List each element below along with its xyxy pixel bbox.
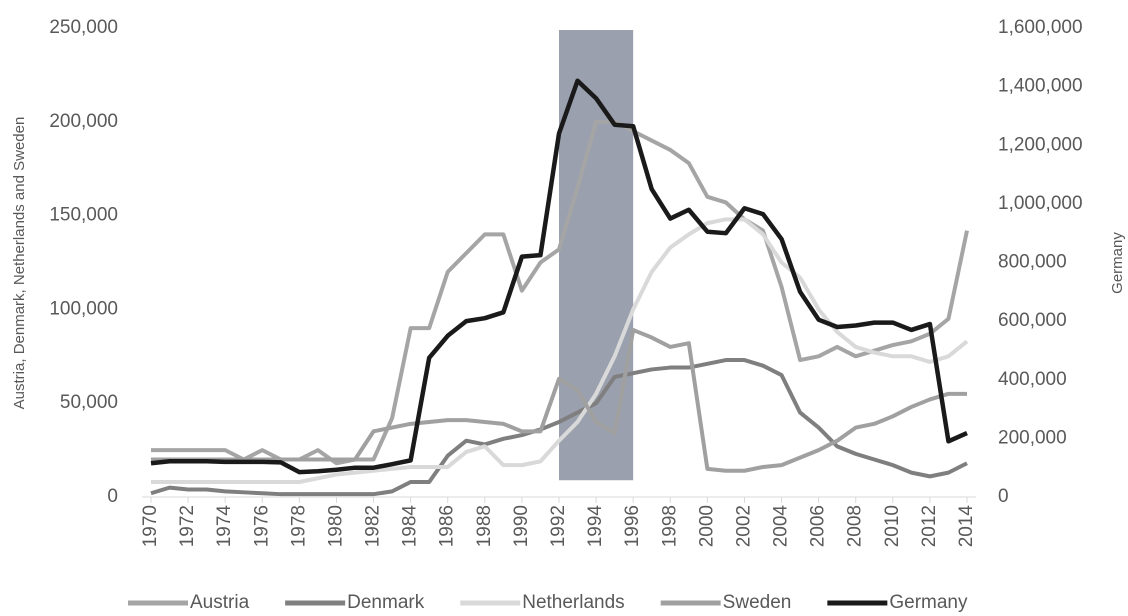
x-tick-label: 2000 <box>696 505 717 547</box>
x-tick-label: 1990 <box>511 505 532 547</box>
y2-tick-label: 1,000,000 <box>998 193 1083 214</box>
x-tick-label: 1996 <box>622 505 643 547</box>
x-tick-label: 2008 <box>845 505 866 547</box>
x-tick-label: 1986 <box>437 505 458 547</box>
x-tick-label: 1978 <box>288 505 309 547</box>
legend-label: Netherlands <box>522 592 624 613</box>
x-tick-label: 2014 <box>956 505 977 548</box>
x-tick-label: 2006 <box>808 505 829 547</box>
x-tick-label: 1980 <box>325 505 346 547</box>
y-tick-label: 200,000 <box>49 111 118 132</box>
y2-axis-title: Germany <box>1109 232 1126 294</box>
legend-label: Sweden <box>723 592 792 613</box>
x-tick-label: 1988 <box>474 505 495 547</box>
x-tick-label: 1974 <box>214 505 235 548</box>
x-tick-label: 1998 <box>659 505 680 547</box>
y-tick-label: 0 <box>107 486 118 507</box>
legend-label: Denmark <box>347 592 425 613</box>
y-tick-label: 250,000 <box>49 17 118 38</box>
y-tick-label: 50,000 <box>60 392 118 413</box>
y2-tick-label: 1,600,000 <box>998 17 1083 38</box>
y2-tick-label: 800,000 <box>998 252 1067 273</box>
series-line <box>150 358 968 497</box>
y2-tick-label: 1,400,000 <box>998 76 1083 97</box>
y-tick-label: 100,000 <box>49 298 118 319</box>
x-tick-label: 1976 <box>251 505 272 547</box>
legend-label: Germany <box>889 592 968 613</box>
x-tick-label: 2012 <box>919 505 940 547</box>
x-tick-label: 2002 <box>733 505 754 547</box>
x-tick-label: 1992 <box>548 505 569 547</box>
x-tick-label: 1994 <box>585 505 606 548</box>
x-tick-label: 1982 <box>363 505 384 547</box>
x-tick-label: 2010 <box>882 505 903 547</box>
y-axis-title: Austria, Denmark, Netherlands and Sweden <box>11 117 28 410</box>
y2-tick-label: 600,000 <box>998 310 1067 331</box>
y-tick-label: 150,000 <box>49 205 118 226</box>
x-tick-label: 2004 <box>771 505 792 548</box>
x-tick-label: 1984 <box>400 505 421 548</box>
legend-label: Austria <box>190 592 250 613</box>
y2-tick-label: 0 <box>998 486 1009 507</box>
x-tick-label: 1972 <box>177 505 198 547</box>
series-line <box>150 78 968 475</box>
y2-tick-label: 1,200,000 <box>998 134 1083 155</box>
y2-tick-label: 400,000 <box>998 369 1067 390</box>
series-line <box>151 328 967 473</box>
x-tick-label: 1970 <box>140 505 161 547</box>
y2-tick-label: 200,000 <box>998 427 1067 448</box>
